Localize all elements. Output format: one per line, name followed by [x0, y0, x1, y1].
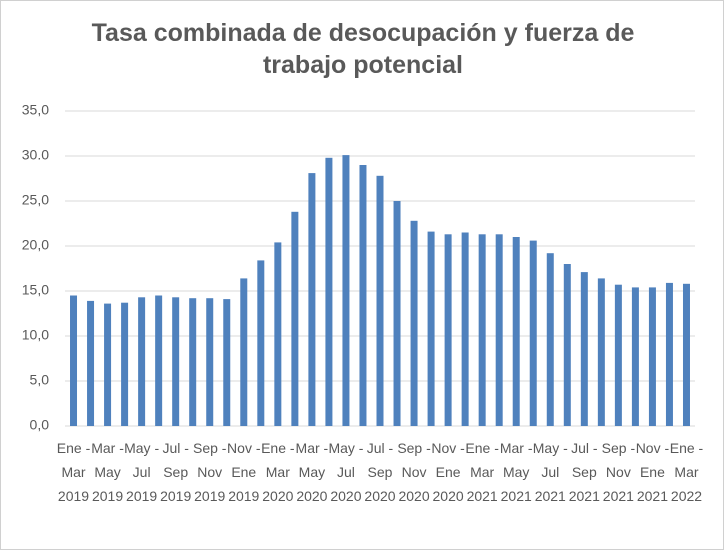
- y-tick-label: 15,0: [22, 282, 49, 298]
- bar: [104, 303, 112, 426]
- bar: [495, 234, 503, 426]
- bar: [597, 278, 605, 426]
- y-tick-label: 0,0: [30, 417, 50, 433]
- x-tick-label: Ene - Mar 2021: [465, 440, 499, 504]
- x-tick-label: May -Jul 2019: [124, 440, 160, 504]
- bar: [580, 272, 588, 426]
- bar: [223, 299, 231, 426]
- x-tick-label: Jul - Sep 2021: [568, 440, 600, 504]
- bar: [427, 231, 435, 426]
- bar: [444, 234, 452, 426]
- bar: [121, 302, 129, 426]
- bar: [240, 278, 248, 426]
- x-tick-label: May -Jul 2021: [532, 440, 568, 504]
- bar: [529, 240, 537, 426]
- x-tick-label: May -Jul 2020: [328, 440, 364, 504]
- bar: [461, 232, 469, 426]
- bar: [359, 165, 367, 426]
- bar: [376, 175, 384, 426]
- x-tick-label: Sep - Nov 2021: [601, 440, 636, 504]
- bar: [274, 242, 282, 426]
- bar: [325, 157, 333, 427]
- y-tick-label: 10,0: [22, 327, 49, 343]
- bar: [138, 297, 146, 426]
- x-tick-label: Sep - Nov 2019: [192, 440, 227, 504]
- x-tick-label: Ene - Mar 2022: [669, 440, 704, 504]
- x-tick-label: Nov - Ene 2020: [431, 440, 465, 504]
- x-tick-label: Nov - Ene 2019: [227, 440, 261, 504]
- y-tick-label: 25,0: [22, 192, 49, 208]
- bar: [342, 155, 350, 426]
- bar: [291, 211, 299, 426]
- bar: [682, 283, 690, 426]
- x-tick-label: Mar - May 2020: [295, 440, 329, 504]
- bar: [614, 284, 622, 426]
- bar: [70, 295, 78, 426]
- bar: [563, 264, 571, 426]
- x-tick-label: Ene - Mar 2020: [261, 440, 295, 504]
- bar: [257, 260, 265, 426]
- bar: [393, 201, 401, 426]
- x-tick-label: Jul - Sep 2019: [160, 440, 192, 504]
- bar: [631, 287, 639, 426]
- bar: [546, 253, 554, 426]
- x-tick-label: Mar - May 2019: [91, 440, 124, 504]
- bar: [189, 298, 197, 426]
- y-tick-label: 5,0: [30, 372, 50, 388]
- y-tick-label: 20,0: [22, 237, 49, 253]
- y-tick-label: 30.0: [22, 147, 49, 163]
- bar: [410, 220, 418, 426]
- bar: [206, 298, 214, 426]
- x-tick-label: Sep - Nov 2020: [397, 440, 431, 504]
- chart-title: Tasa combinada de desocupación y fuerza …: [91, 19, 635, 79]
- x-tick-label: Mar - May 2021: [499, 440, 533, 504]
- bar: [665, 282, 673, 426]
- bar: [648, 287, 656, 426]
- bar: [308, 173, 316, 426]
- bar: [478, 234, 486, 426]
- x-tick-label: Jul - Sep 2020: [364, 440, 396, 504]
- bar: [87, 300, 95, 426]
- bar: [512, 237, 520, 426]
- x-tick-label: Ene - Mar 2019: [56, 440, 91, 504]
- bar: [172, 297, 180, 426]
- bar: [155, 295, 163, 426]
- x-tick-label: Nov - Ene 2021: [635, 440, 670, 504]
- y-tick-label: 35,0: [22, 102, 49, 118]
